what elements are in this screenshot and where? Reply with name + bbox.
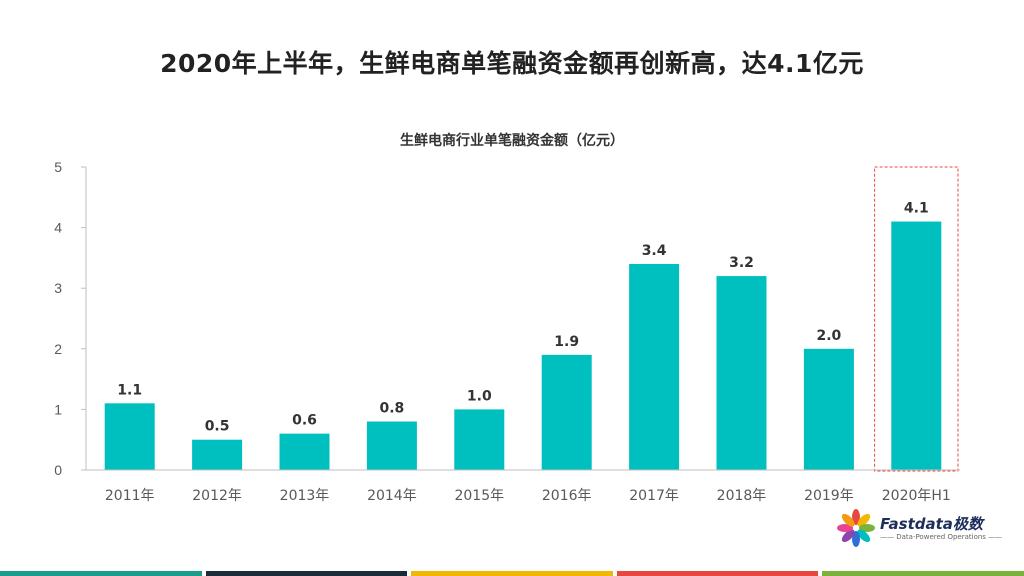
y-tick-label: 4 [54, 220, 62, 236]
bar [366, 421, 417, 470]
bar [803, 348, 854, 470]
bar [629, 263, 680, 470]
y-tick-label: 2 [54, 341, 62, 357]
x-tick-label: 2014年 [367, 488, 417, 504]
x-tick-label: 2015年 [454, 488, 504, 504]
bar [541, 354, 592, 470]
footer-segment [0, 571, 202, 576]
y-tick-label: 0 [54, 462, 62, 478]
bar-series [104, 166, 959, 472]
highlight-box [874, 166, 959, 472]
logo-name: Fastdata极数 [880, 515, 983, 533]
x-tick-label: 2012年 [192, 488, 242, 504]
data-label: 4.1 [904, 201, 929, 217]
fastdata-logo: Fastdata极数 —— Data-Powered Operations —— [836, 508, 1002, 548]
y-tick-label: 5 [54, 159, 62, 175]
data-label: 0.6 [292, 413, 317, 429]
x-tick-label: 2011年 [105, 488, 155, 504]
slide-title: 2020年上半年，生鲜电商单笔融资金额再创新高，达4.1亿元 [160, 49, 864, 78]
data-labels: 1.1 0.5 0.6 0.8 1.0 1.9 3.4 3.2 2.0 4.1 [117, 201, 928, 435]
data-label: 0.8 [379, 401, 404, 417]
x-axis: 2011年 2012年 2013年 2014年 2015年 2016年 2017年 2018年… [86, 469, 960, 504]
x-tick-label: 2017年 [629, 488, 679, 504]
data-label: 0.5 [205, 419, 230, 435]
footer-segment [616, 571, 819, 576]
x-tick-label: 2016年 [542, 488, 592, 504]
data-label: 3.4 [642, 243, 667, 259]
data-label: 2.0 [816, 328, 841, 344]
footer-color-bar [0, 571, 1024, 576]
y-tick-label: 1 [54, 401, 62, 417]
bar [104, 403, 155, 470]
x-tick-label: 2019年 [804, 488, 854, 504]
bar [454, 409, 505, 470]
x-tick-label: 2018年 [717, 488, 767, 504]
footer-segment [411, 571, 613, 576]
bar [192, 439, 243, 470]
data-label: 1.9 [554, 334, 579, 350]
data-label: 1.1 [117, 382, 142, 398]
y-tick-label: 3 [54, 280, 62, 296]
footer-segment [822, 571, 1024, 576]
data-label: 1.0 [467, 388, 492, 404]
flower-logo-icon [837, 509, 875, 547]
x-tick-label: 2020年H1 [882, 488, 951, 504]
logo-tagline: —— Data-Powered Operations —— [880, 533, 1003, 541]
y-axis: 0 1 2 3 4 5 [54, 159, 87, 478]
bar [716, 276, 767, 470]
x-tick-label: 2013年 [280, 488, 330, 504]
data-label: 3.2 [729, 255, 754, 271]
footer-segment [205, 571, 408, 576]
bar [279, 433, 330, 470]
chart-title: 生鲜电商行业单笔融资金额（亿元） [400, 133, 624, 149]
bar [891, 221, 942, 470]
